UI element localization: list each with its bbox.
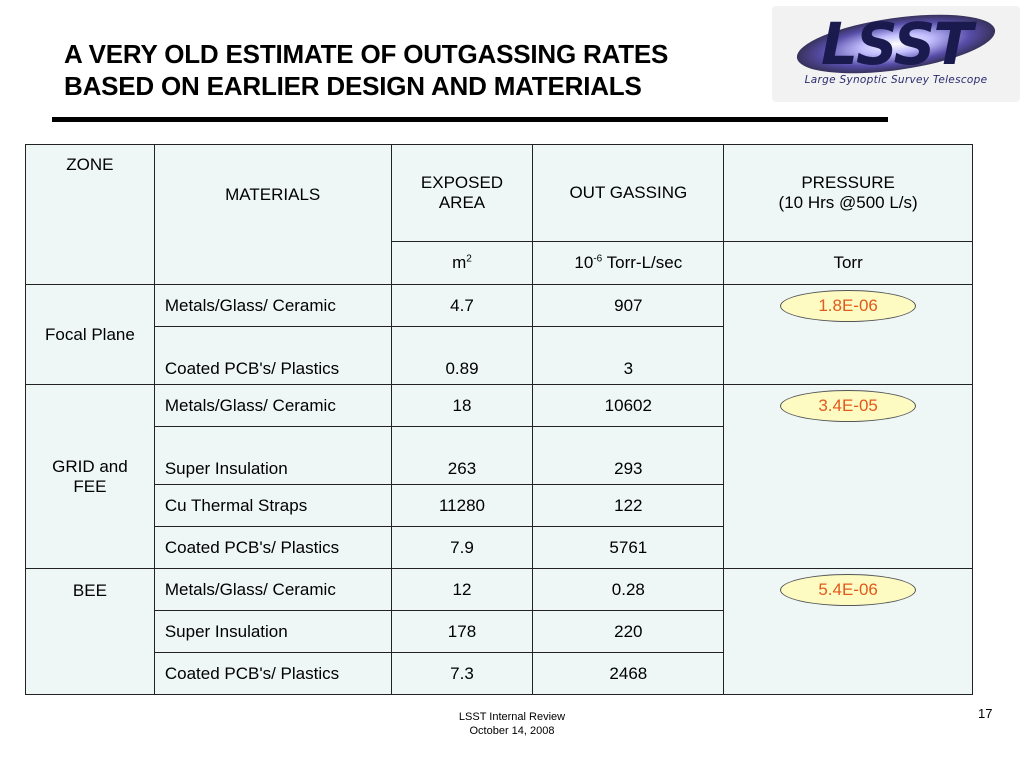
outgassing-cell: 907 xyxy=(532,284,725,327)
pressure-cell: 5.4E-06 xyxy=(723,568,973,695)
header-exposed-area-label: EXPOSED AREA xyxy=(420,173,504,212)
slide-title: A VERY OLD ESTIMATE OF OUTGASSING RATES … xyxy=(64,38,764,102)
outgassing-cell: 220 xyxy=(532,610,725,653)
table-row: Coated PCB's/ Plastics 0.89 3 xyxy=(26,326,973,385)
pressure-cell: 1.8E-06 xyxy=(723,284,973,385)
header-exposed-area: EXPOSED AREA xyxy=(390,144,534,242)
title-line-1: A VERY OLD ESTIMATE OF OUTGASSING RATES xyxy=(64,39,669,69)
header-pressure: PRESSURE (10 Hrs @500 L/s) xyxy=(723,144,973,242)
outgassing-cell: 122 xyxy=(532,484,725,527)
header-pressure-line2: (10 Hrs @500 L/s) xyxy=(778,193,918,212)
lsst-logo-graphic: LSST xyxy=(796,10,996,76)
material-cell: Coated PCB's/ Plastics xyxy=(153,326,392,385)
table-row: Focal Plane Metals/Glass/ Ceramic 4.7 907 1.… xyxy=(25,284,973,385)
table-row: Cu Thermal Straps 11280 122 xyxy=(26,484,973,527)
pressure-badge: 1.8E-06 xyxy=(780,290,917,322)
zone-name: Focal Plane xyxy=(25,284,155,385)
table-row: GRID and FEE Metals/Glass/ Ceramic 18 10602… xyxy=(25,384,973,569)
table-row: Coated PCB's/ Plastics 7.9 5761 xyxy=(26,526,973,569)
material-cell: Metals/Glass/ Ceramic xyxy=(153,284,392,327)
footer: LSST Internal Review October 14, 2008 xyxy=(0,710,1024,738)
title-underline xyxy=(52,117,888,122)
outgassing-table: ZONE MATERIALS EXPOSED AREA OUT GASSING PRES… xyxy=(25,144,973,695)
zone-name: BEE xyxy=(25,568,155,695)
outgassing-cell: 2468 xyxy=(532,652,725,695)
area-cell: 0.89 xyxy=(390,326,534,385)
pressure-cell: 3.4E-05 xyxy=(723,384,973,569)
zone-name: GRID and FEE xyxy=(25,384,155,569)
area-cell: 7.9 xyxy=(390,526,534,569)
logo-subtitle: Large Synoptic Survey Telescope xyxy=(804,74,988,86)
area-cell: 7.3 xyxy=(390,652,534,695)
outgassing-cell: 3 xyxy=(532,326,725,385)
area-cell: 12 xyxy=(390,568,534,611)
material-cell: Super Insulation xyxy=(153,426,392,485)
unit-outgassing-exponent: -6 xyxy=(593,253,603,265)
material-cell: Cu Thermal Straps xyxy=(153,484,392,527)
area-cell: 11280 xyxy=(390,484,534,527)
unit-area: m2 xyxy=(390,241,534,285)
outgassing-cell: 0.28 xyxy=(532,568,725,611)
unit-area-exponent: 2 xyxy=(466,253,472,265)
table-row: Coated PCB's/ Plastics 7.3 2468 xyxy=(26,652,973,695)
material-cell: Metals/Glass/ Ceramic xyxy=(153,568,392,611)
table-row: BEE Metals/Glass/ Ceramic 12 0.28 5.4E-06 xyxy=(25,568,973,695)
logo-wordmark: LSST xyxy=(821,10,977,76)
unit-pressure: Torr xyxy=(723,241,973,285)
table-row: Super Insulation 263 293 xyxy=(26,426,973,485)
page-number: 17 xyxy=(978,706,993,721)
title-line-2: BASED ON EARLIER DESIGN AND MATERIALS xyxy=(64,71,642,101)
area-cell: 178 xyxy=(390,610,534,653)
material-cell: Coated PCB's/ Plastics xyxy=(153,652,392,695)
outgassing-cell: 10602 xyxy=(532,384,725,427)
footer-review: LSST Internal Review xyxy=(458,711,566,723)
header-outgassing: OUT GASSING xyxy=(532,144,725,242)
footer-date: October 14, 2008 xyxy=(469,725,555,737)
table-row: Super Insulation 178 220 xyxy=(26,610,973,653)
header-materials: MATERIALS xyxy=(153,144,392,285)
header-zone: ZONE xyxy=(25,144,155,285)
material-cell: Metals/Glass/ Ceramic xyxy=(153,384,392,427)
unit-outgassing: 10-6 Torr-L/sec xyxy=(532,241,725,285)
area-cell: 4.7 xyxy=(390,284,534,327)
lsst-logo: LSST Large Synoptic Survey Telescope xyxy=(772,6,1020,102)
outgassing-cell: 293 xyxy=(532,426,725,485)
header-pressure-line1: PRESSURE xyxy=(801,173,895,192)
pressure-badge: 3.4E-05 xyxy=(780,390,917,422)
pressure-badge: 5.4E-06 xyxy=(780,574,917,606)
material-cell: Coated PCB's/ Plastics xyxy=(153,526,392,569)
material-cell: Super Insulation xyxy=(153,610,392,653)
outgassing-cell: 5761 xyxy=(532,526,725,569)
area-cell: 18 xyxy=(390,384,534,427)
area-cell: 263 xyxy=(390,426,534,485)
